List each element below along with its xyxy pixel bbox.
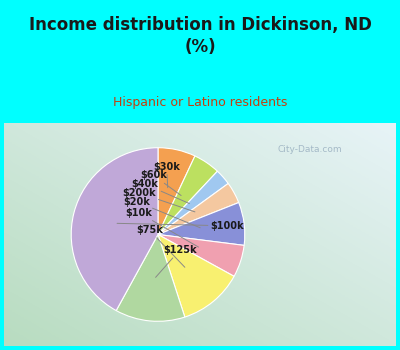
Wedge shape (158, 183, 239, 234)
Text: Income distribution in Dickinson, ND
(%): Income distribution in Dickinson, ND (%) (28, 16, 372, 56)
Wedge shape (158, 148, 195, 234)
Text: $10k: $10k (126, 208, 198, 247)
Text: $200k: $200k (122, 188, 195, 212)
Text: $40k: $40k (132, 179, 189, 204)
Text: City-Data.com: City-Data.com (278, 145, 342, 154)
Wedge shape (71, 148, 158, 310)
Text: $60k: $60k (140, 170, 181, 196)
Wedge shape (116, 234, 185, 321)
Wedge shape (158, 156, 218, 234)
Text: $30k: $30k (153, 162, 180, 188)
Text: $125k: $125k (156, 245, 196, 277)
Wedge shape (158, 171, 228, 235)
Text: Hispanic or Latino residents: Hispanic or Latino residents (113, 96, 287, 109)
Wedge shape (158, 234, 244, 276)
Text: $20k: $20k (123, 196, 200, 228)
Wedge shape (158, 203, 245, 245)
Text: $100k: $100k (117, 221, 244, 231)
Wedge shape (158, 234, 234, 317)
Text: $75k: $75k (136, 225, 185, 267)
